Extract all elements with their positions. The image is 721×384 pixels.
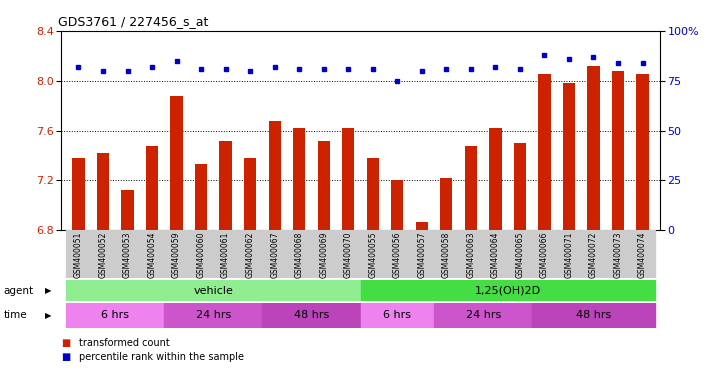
Bar (367, 158, 379, 230)
Text: ▶: ▶ (45, 286, 52, 295)
Text: GSM400066: GSM400066 (540, 232, 549, 278)
Text: GSM400063: GSM400063 (466, 232, 475, 278)
Bar (360, 303, 434, 328)
Text: GSM400059: GSM400059 (172, 232, 181, 278)
Bar (115, 230, 140, 278)
Bar (244, 158, 256, 230)
Bar (630, 230, 655, 278)
Bar (612, 71, 624, 230)
Text: time: time (4, 310, 27, 321)
Bar (121, 190, 133, 230)
Bar (146, 146, 158, 230)
Bar (385, 230, 410, 278)
Text: 48 hrs: 48 hrs (576, 310, 611, 321)
Bar (490, 128, 502, 230)
Bar (360, 280, 655, 301)
Bar (268, 121, 280, 230)
Bar (434, 303, 532, 328)
Bar (410, 230, 434, 278)
Text: agent: agent (4, 286, 34, 296)
Text: GSM400074: GSM400074 (638, 232, 647, 278)
Bar (213, 230, 238, 278)
Text: GSM400064: GSM400064 (491, 232, 500, 278)
Bar (342, 128, 354, 230)
Bar (637, 74, 649, 230)
Text: GSM400051: GSM400051 (74, 232, 83, 278)
Text: ■: ■ (61, 338, 71, 348)
Bar (557, 230, 581, 278)
Text: GSM400061: GSM400061 (221, 232, 230, 278)
Text: ■: ■ (61, 352, 71, 362)
Bar (317, 141, 329, 230)
Bar (287, 230, 311, 278)
Bar (66, 230, 91, 278)
Text: GSM400073: GSM400073 (614, 232, 622, 278)
Bar (392, 180, 404, 230)
Text: GSM400056: GSM400056 (393, 232, 402, 278)
Text: GSM400057: GSM400057 (417, 232, 426, 278)
Text: 6 hrs: 6 hrs (101, 310, 129, 321)
Text: percentile rank within the sample: percentile rank within the sample (79, 352, 244, 362)
Bar (189, 230, 213, 278)
Text: GSM400053: GSM400053 (123, 232, 132, 278)
Bar (416, 222, 428, 230)
Bar (532, 230, 557, 278)
Text: GSM400072: GSM400072 (589, 232, 598, 278)
Text: 24 hrs: 24 hrs (466, 310, 501, 321)
Bar (66, 303, 164, 328)
Bar (563, 83, 575, 230)
Text: GSM400055: GSM400055 (368, 232, 377, 278)
Text: ▶: ▶ (45, 311, 52, 320)
Bar (336, 230, 360, 278)
Bar (164, 303, 262, 328)
Text: 6 hrs: 6 hrs (384, 310, 411, 321)
Text: 48 hrs: 48 hrs (294, 310, 329, 321)
Bar (606, 230, 630, 278)
Text: GSM400060: GSM400060 (197, 232, 205, 278)
Bar (459, 230, 483, 278)
Text: GSM400065: GSM400065 (516, 232, 524, 278)
Bar (170, 96, 182, 230)
Bar (508, 230, 532, 278)
Bar (581, 230, 606, 278)
Bar (514, 143, 526, 230)
Text: GDS3761 / 227456_s_at: GDS3761 / 227456_s_at (58, 15, 208, 28)
Bar (238, 230, 262, 278)
Bar (72, 158, 84, 230)
Bar (539, 74, 551, 230)
Bar (164, 230, 189, 278)
Text: GSM400071: GSM400071 (565, 232, 573, 278)
Bar (441, 178, 453, 230)
Bar (465, 146, 477, 230)
Text: GSM400068: GSM400068 (295, 232, 304, 278)
Text: GSM400062: GSM400062 (246, 232, 255, 278)
Text: GSM400054: GSM400054 (148, 232, 156, 278)
Bar (262, 303, 360, 328)
Bar (91, 230, 115, 278)
Text: GSM400070: GSM400070 (344, 232, 353, 278)
Bar (532, 303, 655, 328)
Bar (140, 230, 164, 278)
Bar (311, 230, 336, 278)
Bar (588, 66, 600, 230)
Text: GSM400052: GSM400052 (99, 232, 107, 278)
Bar (293, 128, 305, 230)
Bar (219, 141, 231, 230)
Bar (262, 230, 287, 278)
Bar (483, 230, 508, 278)
Bar (195, 164, 207, 230)
Bar (66, 280, 360, 301)
Text: 24 hrs: 24 hrs (195, 310, 231, 321)
Text: transformed count: transformed count (79, 338, 170, 348)
Bar (97, 153, 109, 230)
Text: vehicle: vehicle (193, 286, 234, 296)
Text: 1,25(OH)2D: 1,25(OH)2D (474, 286, 541, 296)
Bar (434, 230, 459, 278)
Text: GSM400069: GSM400069 (319, 232, 328, 278)
Text: GSM400067: GSM400067 (270, 232, 279, 278)
Text: GSM400058: GSM400058 (442, 232, 451, 278)
Bar (360, 230, 385, 278)
